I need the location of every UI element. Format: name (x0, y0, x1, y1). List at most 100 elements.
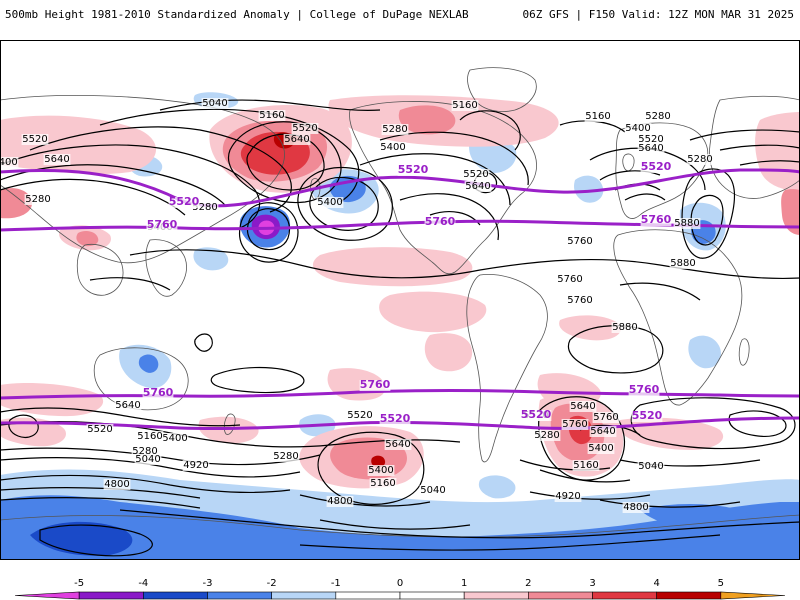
south-5880-loop (210, 366, 305, 394)
colorbar-tick-label: 1 (461, 578, 467, 589)
contour-5280-north (29, 126, 292, 213)
colorbar-tick-label: -3 (203, 578, 213, 589)
contour-label: 5520 (87, 424, 112, 435)
highlight-contour-label-background (146, 220, 178, 231)
madagascar-coast (738, 338, 750, 366)
contour-label: 4800 (104, 479, 129, 490)
contour-label-background (451, 100, 479, 111)
contour-label: 5400 (317, 197, 342, 208)
contour-label-background (611, 322, 639, 333)
map-title: 500mb Height 1981-2010 Standardized Anom… (5, 8, 469, 21)
colorbar-tick-label: 5 (718, 578, 724, 589)
contour-label-background (367, 465, 395, 476)
south-pacific-high-core (371, 455, 386, 468)
west-pacific-positive (0, 115, 157, 175)
south-4800-contour-west (39, 524, 153, 557)
highlight-contour-label-background (628, 385, 660, 396)
east-asia-positive-core (76, 230, 99, 247)
contour-label: 5520 (22, 134, 47, 145)
highlight-contour-label: 5760 (143, 386, 174, 399)
africa-negative (688, 335, 721, 369)
contour-label: 5520 (292, 123, 317, 134)
tropical-pacific-positive (312, 247, 473, 287)
highlight-contour-label: 5760 (425, 215, 456, 228)
colorbar-segment (143, 591, 208, 600)
contour-label-background (554, 491, 582, 502)
south-indian-positive (0, 383, 104, 417)
asia-east-coast (709, 95, 800, 199)
contour-label-background (283, 134, 311, 145)
atlantic-negative (574, 175, 604, 203)
namerica-5520 (399, 193, 500, 241)
atlantic-5280 (589, 147, 706, 191)
antarctica-coast (0, 514, 800, 538)
subtropic-5880-west (89, 277, 171, 291)
contour-label: 5280 (382, 124, 407, 135)
contour-label-background (258, 110, 286, 121)
contour-label: 5400 (0, 157, 18, 168)
contour-label-background (272, 451, 300, 462)
contour-label-background (462, 169, 490, 180)
contour-label-background (369, 478, 397, 489)
highlight-contour-label-background (424, 217, 456, 228)
south-indian-loop-2 (728, 410, 787, 437)
highlight-contour-label-background (168, 197, 200, 208)
contour-label-background (134, 454, 162, 465)
contour-label-background (346, 410, 374, 421)
subtropic-5880-east (619, 282, 701, 301)
west-positive-edge (0, 188, 33, 219)
contour-label: 5640 (570, 401, 595, 412)
colorbar-tick-label: 3 (589, 578, 595, 589)
colorbar-segment (463, 591, 529, 600)
contour-label-background (566, 236, 594, 247)
contour-label: 5640 (638, 143, 663, 154)
southern-5400-contour (0, 457, 301, 478)
southeast-asia-coast (76, 243, 124, 296)
south-atlantic-5040 (599, 499, 741, 508)
new-zealand-coast (223, 413, 236, 435)
highlight-contour-label: 5520 (632, 409, 663, 422)
colorbar-tick-label: -4 (138, 578, 148, 589)
east-contour-5280 (719, 144, 800, 151)
colorbar-legend: -5 -4 -3 -2 -1 0 1 2 3 4 5 (14, 578, 786, 600)
contour-label: 5400 (368, 465, 393, 476)
south-pacific-high-5400 (317, 431, 425, 505)
pacific-low-5520 (297, 166, 393, 241)
highlight-contour-label-background (640, 162, 672, 173)
colorbar-segment (399, 591, 465, 600)
east-contour-5160 (689, 129, 800, 141)
contour-label-background (114, 400, 142, 411)
contour-label: 5400 (162, 433, 187, 444)
south-positive-mid (198, 416, 259, 444)
contour-label: 5160 (259, 110, 284, 121)
contour-label-background (556, 274, 584, 285)
colorbar-tick-label: 4 (653, 578, 659, 589)
contour-label-background (569, 401, 597, 412)
cutoff-low-5760 (238, 202, 299, 263)
south-pacific-positive-band (424, 333, 473, 372)
south-america-coast (466, 274, 548, 463)
contour-label: 5040 (420, 485, 445, 496)
contour-label: 5280 (534, 430, 559, 441)
contour-label-background (561, 419, 589, 430)
colorbar-tick-label: 2 (525, 578, 531, 589)
south-atlantic-5400 (539, 469, 631, 483)
highlight-contour-label: 5760 (147, 218, 178, 231)
model-run-info: 06Z GFS | F150 Valid: 12Z MON MAR 31 202… (522, 8, 794, 21)
india-negative (193, 247, 229, 271)
atlantic-5400 (599, 170, 661, 181)
highlight-contour-label: 5520 (380, 412, 411, 425)
contour-label: 4920 (555, 491, 580, 502)
contour-label: 5520 (347, 410, 372, 421)
southern-5520-contour (0, 447, 321, 466)
central-5880-loop (194, 333, 213, 352)
south-pacific-5160 (299, 494, 431, 507)
contour-label-background (43, 154, 71, 165)
colorbar-segment (528, 591, 593, 600)
south-pacific-5040 (319, 519, 471, 530)
colorbar-segment (78, 591, 144, 600)
contour-label-background (316, 197, 344, 208)
contour-label: 5160 (370, 478, 395, 489)
contour-label-background (201, 98, 229, 109)
contour-label: 5160 (137, 431, 162, 442)
